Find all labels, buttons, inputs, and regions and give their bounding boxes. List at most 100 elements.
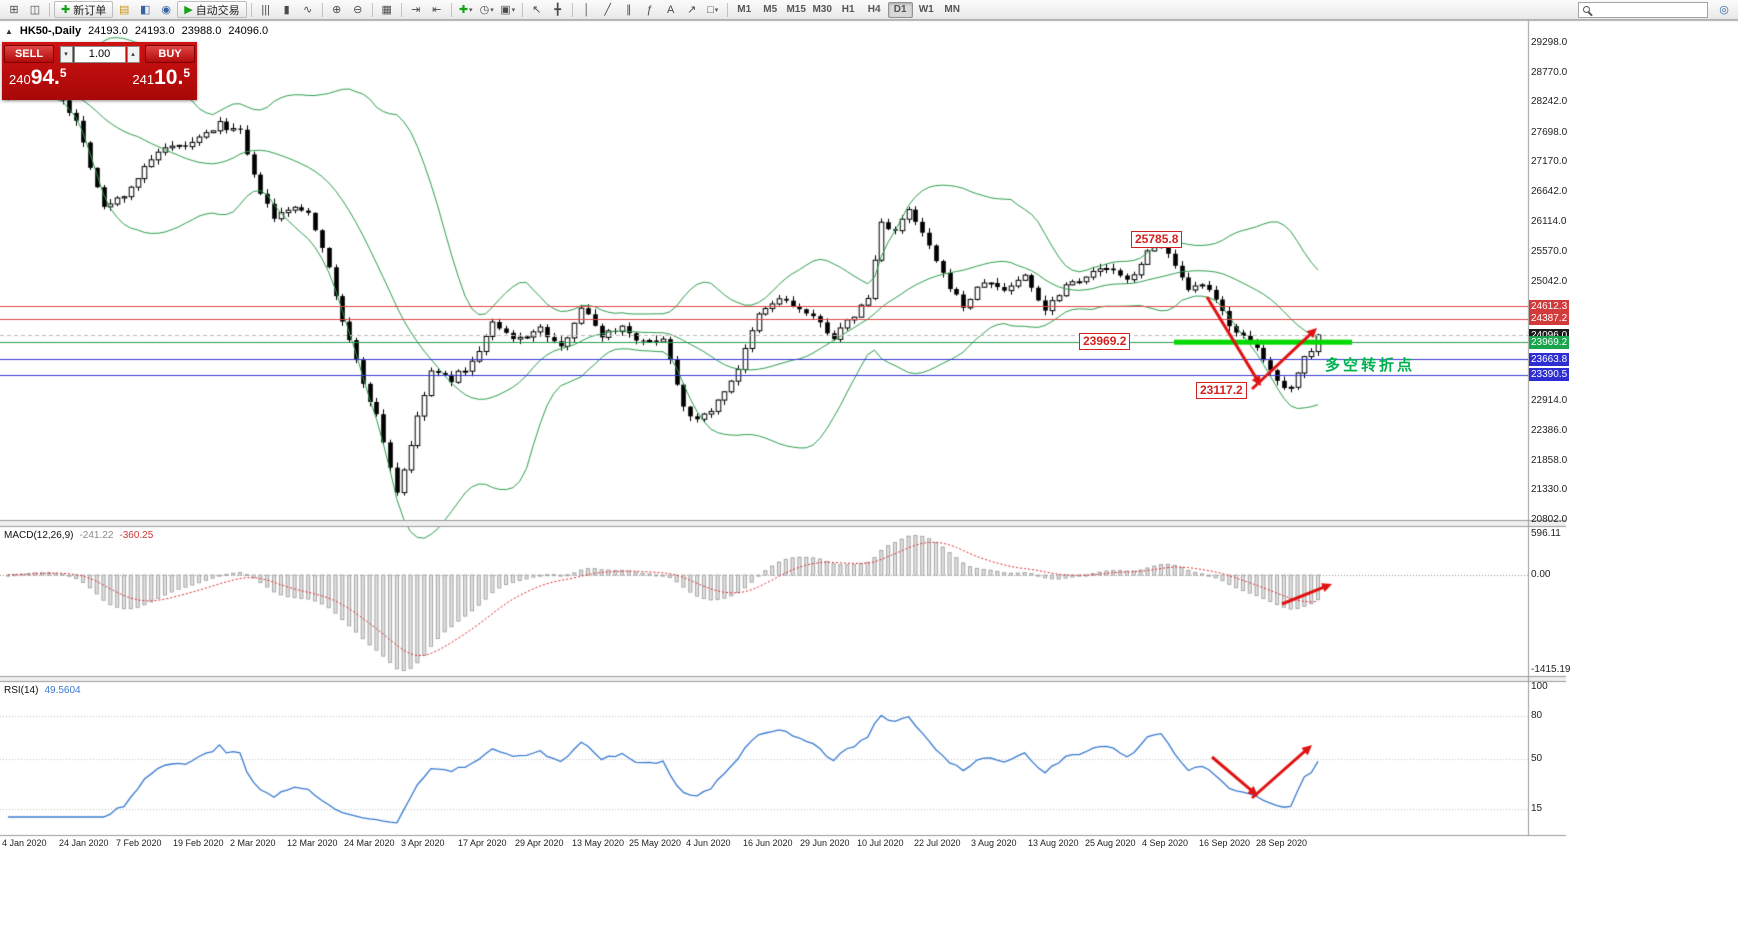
volume-input[interactable]	[73, 45, 126, 63]
tile-windows-button[interactable]: ▦	[377, 1, 397, 18]
profiles-button[interactable]: ◫	[25, 1, 45, 18]
ohlc-close: 24096.0	[228, 25, 269, 37]
timeframe-m15-button[interactable]: M15	[786, 4, 806, 15]
text-button[interactable]: A	[661, 1, 681, 18]
marketwatch-button[interactable]: ▤	[114, 1, 134, 18]
crosshair-icon: ╋	[554, 4, 561, 16]
dropdown-arrow-icon: ▾	[714, 6, 719, 14]
auto-scroll-button[interactable]: ⇥	[406, 1, 426, 18]
auto-scroll-icon: ⇥	[411, 4, 421, 16]
rsi-value: 49.5604	[44, 685, 81, 696]
shapes-icon: □	[707, 3, 714, 16]
cursor-icon: ↖	[532, 4, 542, 16]
new-order-icon: ✚	[61, 4, 71, 16]
crosshair-button[interactable]: ╋	[548, 1, 568, 18]
zoom-in-icon: ⊕	[332, 4, 342, 16]
one-click-collapse-icon[interactable]: ▲	[5, 26, 13, 36]
vertical-line-button[interactable]: │	[577, 1, 597, 18]
line-chart-button[interactable]: ∿	[298, 1, 318, 18]
indicators-icon: ✚	[458, 4, 469, 16]
macd-signal-value: -360.25	[119, 530, 154, 541]
community-icon: ◎	[1719, 4, 1729, 16]
toolbar-separator	[321, 2, 323, 17]
toolbar-separator	[371, 2, 373, 17]
data-window-button[interactable]: ◧	[135, 1, 155, 18]
trendline-button[interactable]: ╱	[598, 1, 618, 18]
timeframe-mn-button[interactable]: MN	[944, 4, 960, 15]
toolbar-search	[1578, 1, 1708, 18]
chart-shift-button[interactable]: ⇤	[427, 1, 447, 18]
arrows-icon: ↗	[687, 4, 697, 16]
navigator-button[interactable]: ◉	[156, 1, 176, 18]
tile-windows-icon: ▦	[381, 4, 392, 16]
new-order-button[interactable]: ✚ 新订单	[54, 1, 114, 18]
toolbar-separator	[400, 2, 402, 17]
templates-button[interactable]: ▣ ▾	[498, 1, 518, 18]
toolbar-separator	[49, 2, 50, 17]
text-icon: A	[667, 3, 675, 16]
zoom-in-button[interactable]: ⊕	[327, 1, 347, 18]
autotrading-label: 自动交易	[195, 4, 240, 17]
toolbar-separator	[726, 2, 728, 17]
templates-icon: ▣	[500, 4, 511, 16]
community-button[interactable]: ◎	[1714, 1, 1734, 18]
volume-increase-button[interactable]: ▴	[126, 45, 140, 63]
macd-value: -241.22	[79, 530, 114, 541]
new-order-label: 新订单	[73, 4, 107, 17]
one-click-trading-panel: SELL ▾ ▴ BUY 24094.5 24110.5	[2, 42, 197, 100]
chart-symbol-period: HK50-,Daily	[19, 25, 82, 37]
trade-buttons-row: SELL ▾ ▴ BUY	[2, 42, 197, 64]
timeframe-w1-button[interactable]: W1	[918, 4, 934, 15]
periods-button[interactable]: ◷ ▾	[477, 1, 497, 18]
timeframe-h4-button[interactable]: H4	[867, 4, 881, 15]
autotrading-button[interactable]: ▶ 自动交易	[177, 1, 247, 18]
vertical-line-icon: │	[583, 3, 591, 16]
toolbar-separator	[450, 2, 452, 17]
search-input[interactable]	[1593, 4, 1693, 15]
buy-price-sup: 5	[183, 66, 190, 80]
ohlc-low: 23988.0	[181, 25, 222, 37]
volume-decrease-button[interactable]: ▾	[59, 45, 73, 63]
sell-button[interactable]: SELL	[4, 45, 54, 63]
volume-control: ▾ ▴	[56, 45, 143, 63]
new-chart-icon: ⊞	[9, 4, 19, 16]
rsi-indicator-label: RSI(14) 49.5604	[4, 685, 81, 696]
bar-chart-button[interactable]: |||	[256, 1, 276, 18]
timeframe-d1-button[interactable]: D1	[887, 1, 913, 18]
sell-price[interactable]: 24094.5	[9, 66, 67, 90]
toolbar-separator	[521, 2, 523, 17]
trade-price-row: 24094.5 24110.5	[2, 64, 197, 90]
cursor-button[interactable]: ↖	[527, 1, 547, 18]
autotrading-icon: ▶	[184, 4, 193, 16]
dropdown-arrow-icon: ▾	[490, 6, 494, 14]
timeframe-m5-button[interactable]: M5	[763, 4, 778, 15]
chart-shift-icon: ⇤	[432, 4, 442, 16]
candlestick-chart-button[interactable]: ▮	[277, 1, 297, 18]
buy-price[interactable]: 24110.5	[132, 66, 190, 90]
periods-icon: ◷	[479, 4, 490, 16]
timeframe-h1-button[interactable]: H1	[841, 4, 855, 15]
timeframe-m30-button[interactable]: M30	[812, 4, 832, 15]
buy-price-big: 10.	[154, 66, 184, 89]
dropdown-arrow-icon: ▾	[511, 6, 516, 14]
new-chart-button[interactable]: ⊞	[4, 1, 24, 18]
fibonacci-button[interactable]: ƒ	[640, 1, 660, 18]
zoom-out-button[interactable]: ⊖	[348, 1, 368, 18]
data-window-icon: ◧	[140, 4, 151, 16]
shapes-button[interactable]: □ ▾	[703, 1, 723, 18]
arrows-button[interactable]: ↗	[682, 1, 702, 18]
sell-price-prefix: 240	[9, 72, 31, 87]
macd-name: MACD(12,26,9)	[4, 530, 74, 541]
buy-button[interactable]: BUY	[145, 45, 195, 63]
indicators-button[interactable]: ✚ ▾	[456, 1, 476, 18]
ohlc-open: 24193.0	[88, 25, 128, 37]
toolbar-separator	[250, 2, 252, 17]
bar-chart-icon: |||	[261, 3, 270, 16]
toolbar-separator	[571, 2, 573, 17]
channel-button[interactable]: ∥	[619, 1, 639, 18]
line-chart-icon: ∿	[303, 4, 313, 16]
dropdown-arrow-icon: ▾	[469, 6, 473, 14]
search-icon	[1583, 6, 1590, 13]
timeframe-m1-button[interactable]: M1	[737, 4, 752, 15]
